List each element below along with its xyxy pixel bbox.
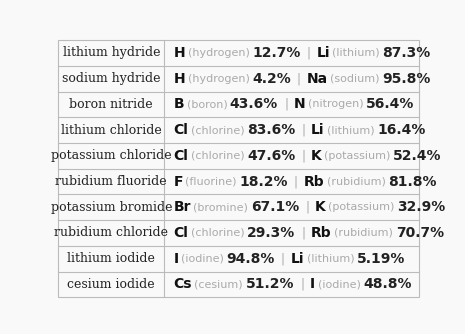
- Text: |: |: [306, 46, 310, 59]
- Text: (chlorine): (chlorine): [191, 228, 245, 238]
- Text: 95.8%: 95.8%: [382, 72, 431, 86]
- Text: 51.2%: 51.2%: [246, 278, 294, 291]
- Text: 29.3%: 29.3%: [247, 226, 295, 240]
- Text: Cl: Cl: [173, 226, 188, 240]
- Text: |: |: [305, 201, 309, 214]
- Text: (cesium): (cesium): [194, 280, 243, 289]
- Text: (lithium): (lithium): [327, 125, 375, 135]
- Text: |: |: [301, 124, 305, 137]
- Text: lithium hydride: lithium hydride: [62, 46, 160, 59]
- Text: (potassium): (potassium): [328, 202, 395, 212]
- Text: potassium bromide: potassium bromide: [51, 201, 172, 214]
- Text: H: H: [173, 46, 185, 60]
- Text: (fluorine): (fluorine): [186, 177, 237, 186]
- Text: (hydrogen): (hydrogen): [187, 48, 249, 58]
- Text: 56.4%: 56.4%: [366, 98, 415, 111]
- Text: Cl: Cl: [173, 149, 188, 163]
- Text: (nitrogen): (nitrogen): [308, 100, 364, 109]
- Text: K: K: [311, 149, 322, 163]
- Text: 83.6%: 83.6%: [247, 123, 295, 137]
- Text: 87.3%: 87.3%: [382, 46, 431, 60]
- Text: Li: Li: [316, 46, 330, 60]
- Text: rubidium chloride: rubidium chloride: [54, 226, 168, 239]
- Text: (sodium): (sodium): [330, 74, 380, 84]
- Text: 43.6%: 43.6%: [230, 98, 278, 111]
- Text: rubidium fluoride: rubidium fluoride: [55, 175, 167, 188]
- Text: Na: Na: [307, 72, 328, 86]
- Text: |: |: [294, 175, 298, 188]
- Text: B: B: [173, 98, 184, 111]
- Text: lithium chloride: lithium chloride: [61, 124, 162, 137]
- Text: 4.2%: 4.2%: [252, 72, 291, 86]
- Text: 12.7%: 12.7%: [252, 46, 300, 60]
- Text: (rubidium): (rubidium): [334, 228, 393, 238]
- Text: |: |: [281, 252, 285, 265]
- Text: lithium iodide: lithium iodide: [67, 252, 155, 265]
- Text: 16.4%: 16.4%: [377, 123, 425, 137]
- Text: (bromine): (bromine): [193, 202, 248, 212]
- Text: Rb: Rb: [304, 175, 325, 188]
- Text: 48.8%: 48.8%: [363, 278, 412, 291]
- Text: I: I: [173, 252, 179, 266]
- Text: N: N: [294, 98, 306, 111]
- Text: I: I: [310, 278, 315, 291]
- Text: 5.19%: 5.19%: [357, 252, 405, 266]
- Text: 18.2%: 18.2%: [239, 175, 288, 188]
- Text: (iodine): (iodine): [318, 280, 360, 289]
- Text: 52.4%: 52.4%: [393, 149, 442, 163]
- Text: F: F: [173, 175, 183, 188]
- Text: (chlorine): (chlorine): [191, 125, 245, 135]
- Text: 67.1%: 67.1%: [251, 200, 299, 214]
- Text: H: H: [173, 72, 185, 86]
- Text: 94.8%: 94.8%: [226, 252, 275, 266]
- Text: (boron): (boron): [186, 100, 227, 109]
- Text: Li: Li: [291, 252, 304, 266]
- Text: (hydrogen): (hydrogen): [187, 74, 249, 84]
- Text: (chlorine): (chlorine): [191, 151, 245, 161]
- Text: potassium chloride: potassium chloride: [51, 149, 172, 162]
- Text: 70.7%: 70.7%: [396, 226, 444, 240]
- Text: (iodine): (iodine): [181, 254, 224, 264]
- Text: |: |: [300, 278, 304, 291]
- Text: Cs: Cs: [173, 278, 192, 291]
- Text: |: |: [301, 149, 305, 162]
- Text: 47.6%: 47.6%: [247, 149, 295, 163]
- Text: (rubidium): (rubidium): [327, 177, 386, 186]
- Text: Li: Li: [311, 123, 325, 137]
- Text: (potassium): (potassium): [325, 151, 391, 161]
- Text: Br: Br: [173, 200, 191, 214]
- Text: sodium hydride: sodium hydride: [62, 72, 160, 85]
- Text: boron nitride: boron nitride: [69, 98, 153, 111]
- Text: |: |: [284, 98, 288, 111]
- Text: cesium iodide: cesium iodide: [67, 278, 155, 291]
- Text: 81.8%: 81.8%: [388, 175, 437, 188]
- Text: (lithium): (lithium): [307, 254, 354, 264]
- Text: (lithium): (lithium): [332, 48, 380, 58]
- Text: |: |: [301, 226, 305, 239]
- Text: K: K: [315, 200, 326, 214]
- Text: 32.9%: 32.9%: [397, 200, 445, 214]
- Text: Rb: Rb: [311, 226, 332, 240]
- Text: |: |: [297, 72, 301, 85]
- Text: Cl: Cl: [173, 123, 188, 137]
